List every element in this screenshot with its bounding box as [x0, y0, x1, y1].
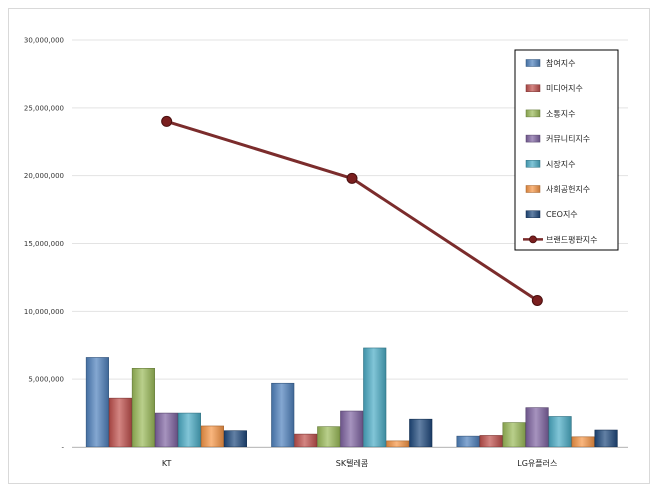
legend-swatch: [525, 134, 541, 143]
legend-swatch: [525, 185, 541, 193]
legend-swatch: [525, 84, 541, 92]
legend-label: 미디어지수: [546, 83, 583, 93]
x-tick-label: KT: [162, 459, 172, 468]
legend-label: 사회공헌지수: [546, 185, 590, 194]
y-tick-label: 5,000,000: [28, 376, 64, 384]
bar-소통지수-sk텔레콤: [317, 426, 341, 448]
legend-label: 커뮤니티지수: [546, 134, 590, 144]
x-axis: KT SK텔레콤 LG유플러스: [72, 447, 628, 468]
bar-커뮤니티지수-kt: [154, 412, 178, 448]
bar-소통지수-kt: [131, 368, 155, 448]
bar-커뮤니티지수-sk텔레콤: [340, 410, 364, 448]
bar-소통지수-lg유플러스: [502, 422, 526, 448]
legend-label: 브랜드평판지수: [546, 234, 598, 244]
bar-시장지수-sk텔레콤: [363, 347, 387, 448]
bar-ceo지수-sk텔레콤: [409, 418, 433, 448]
bar-사회공헌지수-kt: [200, 425, 224, 448]
bar-참여지수-lg유플러스: [456, 435, 480, 448]
legend-swatch: [525, 109, 541, 118]
bar-미디어지수-kt: [108, 397, 132, 448]
y-tick-label: 20,000,000: [24, 172, 64, 180]
y-axis-ticks: - 5,000,000 10,000,000 15,000,000 20,000,000…: [24, 37, 65, 452]
line-point-kt: [161, 115, 173, 127]
line-point-sk텔레콤: [346, 172, 358, 184]
bar-사회공헌지수-sk텔레콤: [386, 440, 410, 448]
x-tick-label: SK텔레콤: [336, 459, 368, 468]
bar-시장지수-lg유플러스: [548, 416, 572, 448]
x-tick-label: LG유플러스: [517, 459, 557, 468]
bar-커뮤니티지수-lg유플러스: [525, 407, 549, 448]
bar-ceo지수-kt: [223, 430, 247, 448]
bar-시장지수-kt: [177, 412, 201, 448]
legend-label: CEO지수: [546, 210, 578, 219]
line-point-lg유플러스: [531, 294, 543, 306]
bar-참여지수-sk텔레콤: [271, 382, 295, 448]
legend-label: 참여지수: [546, 58, 575, 68]
y-tick-label: 10,000,000: [24, 308, 64, 316]
legend-label: 시장지수: [546, 159, 575, 169]
legend-swatch: [525, 160, 541, 168]
y-tick-label: 15,000,000: [24, 240, 64, 248]
y-tick-label: 25,000,000: [24, 104, 64, 112]
legend-swatch: [525, 210, 541, 218]
y-tick-label: -: [61, 444, 64, 452]
bar-참여지수-kt: [85, 357, 109, 448]
bar-미디어지수-lg유플러스: [479, 435, 503, 448]
legend-marker: [529, 235, 537, 244]
legend-box: [514, 49, 619, 251]
bars: [85, 347, 618, 448]
brand-line: [161, 115, 543, 306]
series-line-브랜드평판지수: [166, 119, 539, 302]
bar-미디어지수-sk텔레콤: [294, 433, 318, 448]
bar-ceo지수-lg유플러스: [594, 429, 618, 448]
legend-swatch: [525, 59, 541, 67]
y-tick-label: 30,000,000: [24, 37, 64, 45]
bar-사회공헌지수-lg유플러스: [571, 436, 595, 448]
legend-label: 소통지수: [546, 109, 575, 118]
